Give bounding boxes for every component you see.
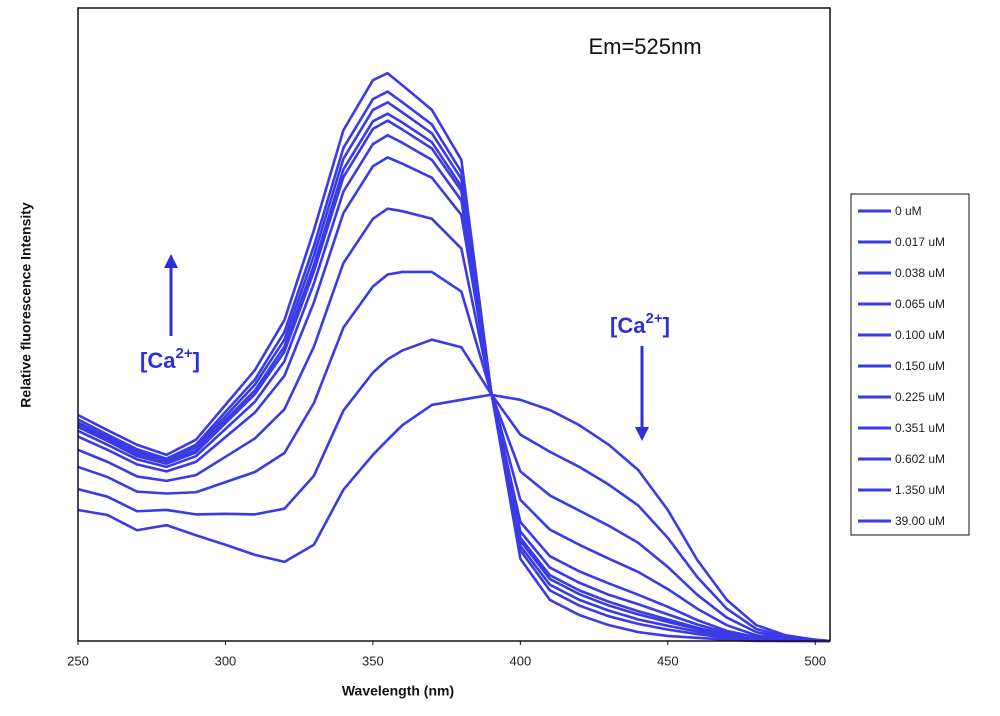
legend-label: 0.150 uM bbox=[895, 359, 945, 373]
arrow-head bbox=[164, 254, 178, 268]
legend-label: 0 uM bbox=[895, 204, 922, 218]
x-axis-label: Wavelength (nm) bbox=[342, 683, 454, 699]
annotation-text: [Ca bbox=[610, 313, 646, 338]
annotation: [Ca2+] bbox=[140, 345, 200, 373]
series-line bbox=[77, 207, 831, 643]
x-tick-label: 400 bbox=[510, 653, 532, 668]
annotation-suffix: ] bbox=[663, 313, 670, 338]
series-line bbox=[77, 101, 830, 643]
chart-title: Em=525nm bbox=[588, 34, 701, 59]
legend-label: 0.602 uM bbox=[895, 452, 945, 466]
legend-label: 0.225 uM bbox=[895, 390, 945, 404]
series-line bbox=[77, 338, 831, 643]
plot-area bbox=[77, 71, 831, 643]
arrow-head bbox=[635, 427, 649, 441]
annotation-text: [Ca bbox=[140, 348, 176, 373]
annotation-suffix: ] bbox=[193, 348, 200, 373]
legend-label: 0.017 uM bbox=[895, 235, 945, 249]
legend-label: 0.065 uM bbox=[895, 297, 945, 311]
legend-label: 0.100 uM bbox=[895, 328, 945, 342]
series-line bbox=[77, 90, 830, 643]
x-tick-label: 350 bbox=[362, 653, 384, 668]
y-axis-label: Relative fluorescence Intensity bbox=[18, 202, 34, 408]
annotation-superscript: 2+ bbox=[646, 310, 663, 327]
x-tick-label: 250 bbox=[67, 653, 89, 668]
legend: 0 uM 0.017 uM 0.038 uM 0.065 uM 0.100 uM 0.15… bbox=[858, 204, 945, 528]
legend-label: 1.350 uM bbox=[895, 483, 945, 497]
x-tick-label: 450 bbox=[657, 653, 679, 668]
series-line bbox=[77, 112, 830, 643]
plot-frame bbox=[77, 7, 831, 642]
series-line bbox=[77, 156, 830, 643]
series-line bbox=[77, 133, 830, 643]
legend-label: 39.00 uM bbox=[895, 514, 945, 528]
annotation-superscript: 2+ bbox=[176, 345, 193, 362]
legend-label: 0.038 uM bbox=[895, 266, 945, 280]
series-line bbox=[77, 71, 830, 643]
annotation: [Ca2+] bbox=[610, 310, 670, 338]
series-line bbox=[77, 270, 831, 643]
series-line bbox=[77, 393, 831, 643]
x-tick-label: 300 bbox=[215, 653, 237, 668]
x-tick-label: 500 bbox=[804, 653, 826, 668]
legend-label: 0.351 uM bbox=[895, 421, 945, 435]
